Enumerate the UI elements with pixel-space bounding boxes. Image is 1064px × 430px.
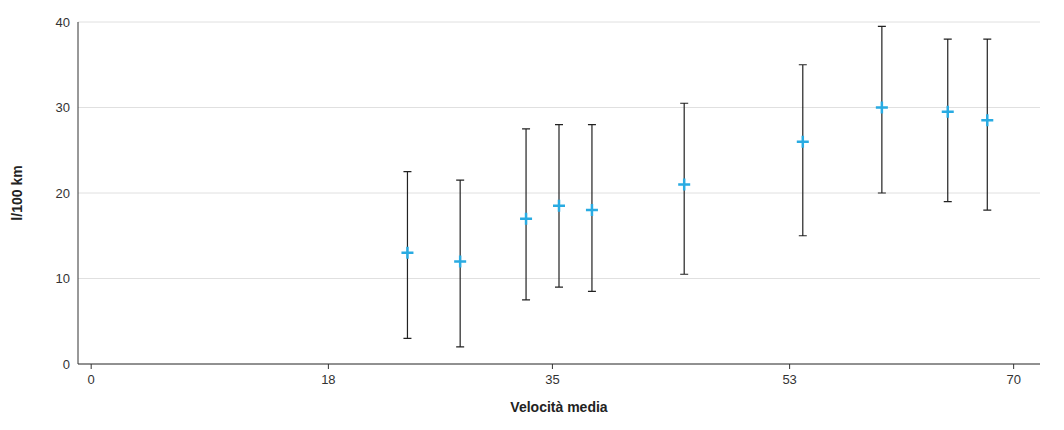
point-marker: [981, 114, 993, 126]
x-axis-label: Velocità media: [510, 399, 607, 415]
data: [401, 26, 993, 347]
grid-line: [78, 107, 1040, 108]
x-tick-label: 35: [545, 372, 559, 387]
grid-line: [78, 22, 1040, 23]
grid: [78, 22, 1040, 364]
chart-container: 0 18 35 53 70 0 10 20 30 40 Velocità media l/100 km: [0, 0, 1064, 430]
point-marker: [520, 213, 532, 225]
point-marker: [586, 204, 598, 216]
axes: 0 18 35 53 70 0 10 20 30 40: [56, 15, 1040, 388]
error-bar: [944, 39, 952, 201]
point-marker: [797, 136, 809, 148]
point-marker: [553, 200, 565, 212]
y-tick-label: 10: [56, 271, 70, 286]
x-tick: [328, 364, 329, 369]
x-tick-label: 18: [321, 372, 335, 387]
point-marker: [876, 102, 888, 114]
grid-line: [78, 364, 1040, 365]
chart: 0 18 35 53 70 0 10 20 30 40 Velocità media l/100 km: [0, 0, 1064, 430]
x-tick: [1013, 364, 1014, 369]
x-tick: [789, 364, 790, 369]
y-tick-label: 0: [63, 357, 70, 372]
x-tick-label: 70: [1006, 372, 1020, 387]
y-tick-label: 30: [56, 100, 70, 115]
y-axis-label: l/100 km: [9, 165, 25, 220]
x-tick-label: 53: [782, 372, 796, 387]
x-tick: [91, 364, 92, 369]
point-marker: [401, 247, 413, 259]
point-marker: [454, 255, 466, 267]
point-marker: [942, 106, 954, 118]
y-tick-label: 20: [56, 186, 70, 201]
point-marker: [678, 178, 690, 190]
x-axis-line: [78, 364, 1040, 365]
y-axis-line: [78, 22, 79, 364]
x-tick-label: 0: [88, 372, 95, 387]
y-tick-label: 40: [56, 15, 70, 30]
x-tick: [552, 364, 553, 369]
error-bar: [799, 65, 807, 236]
